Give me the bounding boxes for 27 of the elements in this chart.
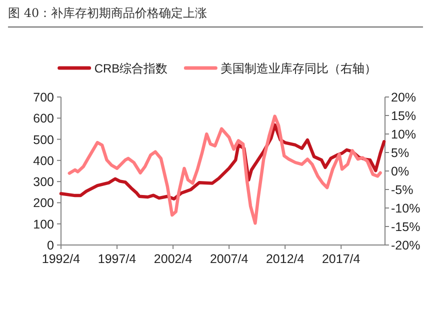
x-tick-label: 1997/4 xyxy=(98,252,136,266)
y-tick-label: 300 xyxy=(33,175,54,190)
y-tick-label: 500 xyxy=(33,132,54,147)
y-tick-label: 0 xyxy=(47,238,54,252)
y-tick-label: 200 xyxy=(33,196,54,210)
y-tick-label: 600 xyxy=(33,112,54,126)
y2-tick-label: 0% xyxy=(391,164,410,178)
y2-tick-label: -10% xyxy=(391,202,420,216)
y2-tick-label: 20% xyxy=(391,90,416,104)
y-tick-label: 400 xyxy=(33,154,54,168)
y2-tick-label: -5% xyxy=(391,183,414,197)
y2-tick-label: 10% xyxy=(391,128,416,142)
y2-tick-label: -20% xyxy=(391,238,420,252)
y-tick-label: 100 xyxy=(33,217,54,232)
chart-title: 图 40：补库存初期商品价格确定上涨 xyxy=(8,6,208,20)
x-tick-label: 2007/4 xyxy=(210,252,248,266)
line-series xyxy=(68,114,382,225)
y2-tick-label: 15% xyxy=(391,109,416,123)
x-tick-label: 2002/4 xyxy=(154,252,192,266)
legend-label: CRB综合指数 xyxy=(94,62,168,76)
x-tick-label: 2012/4 xyxy=(266,252,304,266)
y-tick-label: 700 xyxy=(33,90,54,104)
legend-label: 美国制造业库存同比（右轴） xyxy=(220,62,377,76)
y2-tick-label: 5% xyxy=(391,146,410,160)
x-tick-label: 1992/4 xyxy=(42,252,80,266)
y2-tick-label: -15% xyxy=(391,220,420,234)
x-tick-label: 2017/4 xyxy=(322,252,360,266)
